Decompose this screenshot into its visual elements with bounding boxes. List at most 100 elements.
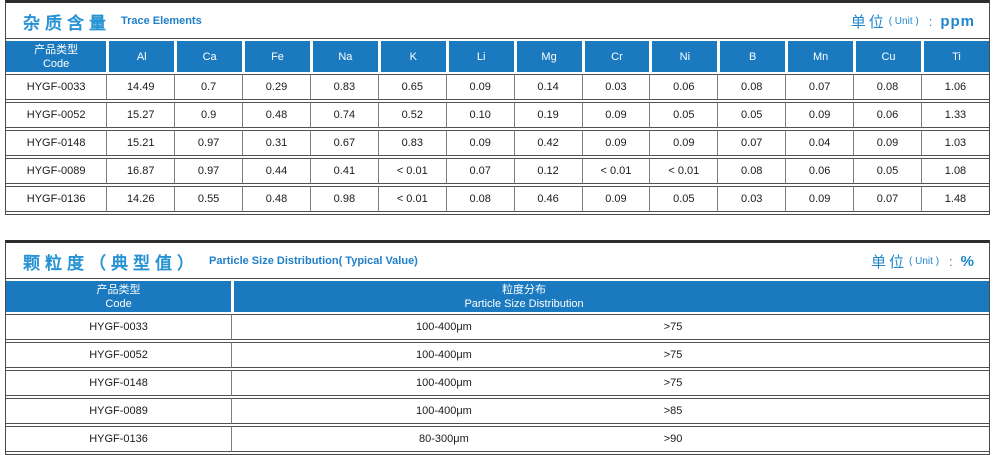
- element-value-cell: 0.09: [581, 102, 650, 128]
- element-value-cell: 0.9: [174, 102, 243, 128]
- size-range-cell: 100-400μm: [231, 398, 656, 424]
- element-value-cell: 0.04: [785, 130, 854, 156]
- particle-size-table: 产品类型 Code 粒度分布 Particle Size Distributio…: [6, 279, 989, 454]
- product-code-cell: HYGF-0148: [6, 370, 232, 396]
- element-value-cell: 0.09: [581, 130, 650, 156]
- code-column-header: 产品类型 Code: [6, 281, 232, 312]
- dist-header-en: Particle Size Distribution: [464, 297, 584, 310]
- element-value-cell: 0.97: [174, 130, 243, 156]
- element-value-cell: 0.98: [309, 186, 378, 212]
- particle-table-row: HYGF-0136 80-300μm >90: [6, 426, 989, 452]
- element-value-cell: 0.09: [445, 74, 514, 100]
- element-column-header: Ca: [174, 41, 243, 72]
- dist-header-zh: 粒度分布: [502, 283, 547, 296]
- element-value-cell: 0.74: [309, 102, 378, 128]
- element-value-cell: 0.7: [174, 74, 243, 100]
- element-value-cell: 0.05: [717, 102, 786, 128]
- particle-title-bar: 颗粒度（典型值） Particle Size Distribution( Typ…: [6, 243, 989, 279]
- element-value-cell: 1.08: [920, 158, 989, 184]
- percentage-cell: >85: [655, 398, 989, 424]
- element-value-cell: 0.09: [785, 186, 854, 212]
- percentage-cell: >75: [655, 314, 989, 340]
- size-range-cell: 80-300μm: [231, 426, 656, 452]
- element-value-cell: 1.06: [920, 74, 989, 100]
- trace-table-row: HYGF-0136 14.26 0.55 0.48 0.98 < 0.01 0.08 0.46…: [6, 186, 989, 212]
- code-header-en: Code: [105, 297, 132, 310]
- particle-table-row: HYGF-0052 100-400μm >75: [6, 342, 989, 368]
- element-value-cell: 0.12: [513, 158, 582, 184]
- element-column-header: Cu: [853, 41, 921, 72]
- element-value-cell: 0.03: [581, 74, 650, 100]
- unit-label-en: ( Unit ): [888, 15, 919, 27]
- element-value-cell: 0.08: [717, 158, 786, 184]
- element-column-header: Na: [309, 41, 378, 72]
- product-code-cell: HYGF-0136: [6, 186, 107, 212]
- product-code-cell: HYGF-0148: [6, 130, 107, 156]
- element-value-cell: < 0.01: [649, 158, 718, 184]
- element-column-header: B: [717, 41, 786, 72]
- trace-unit: 单位 ( Unit ) : ppm: [851, 11, 975, 32]
- element-value-cell: 0.03: [717, 186, 786, 212]
- element-value-cell: 0.09: [785, 102, 854, 128]
- trace-elements-table: 产品类型 Code Al Ca Fe Na K Li Mg Cr Ni B Mn…: [6, 39, 989, 214]
- unit-label-zh: 单位: [871, 253, 908, 271]
- element-value-cell: 0.14: [513, 74, 582, 100]
- element-value-cell: 0.06: [853, 102, 921, 128]
- code-column-header: 产品类型 Code: [6, 41, 107, 72]
- element-value-cell: 0.97: [174, 158, 243, 184]
- product-code-cell: HYGF-0136: [6, 426, 232, 452]
- element-column-header: Cr: [581, 41, 650, 72]
- product-code-cell: HYGF-0033: [6, 314, 232, 340]
- element-value-cell: 0.05: [649, 102, 718, 128]
- code-header-zh: 产品类型: [34, 43, 79, 56]
- element-value-cell: 0.67: [309, 130, 378, 156]
- size-range-cell: 100-400μm: [231, 342, 656, 368]
- element-column-header: Li: [445, 41, 514, 72]
- element-value-cell: 0.83: [377, 130, 446, 156]
- element-value-cell: 0.65: [377, 74, 446, 100]
- element-value-cell: 0.48: [242, 102, 310, 128]
- unit-colon: :: [949, 253, 953, 269]
- element-value-cell: 0.08: [445, 186, 514, 212]
- element-value-cell: 16.87: [106, 158, 175, 184]
- element-value-cell: 0.08: [717, 74, 786, 100]
- element-value-cell: 0.83: [309, 74, 378, 100]
- particle-table-row: HYGF-0033 100-400μm >75: [6, 314, 989, 340]
- unit-value: %: [960, 252, 975, 270]
- element-value-cell: 0.06: [649, 74, 718, 100]
- element-value-cell: 15.27: [106, 102, 175, 128]
- element-value-cell: 0.07: [785, 74, 854, 100]
- product-code-cell: HYGF-0033: [6, 74, 107, 100]
- element-value-cell: 1.33: [920, 102, 989, 128]
- particle-title-zh: 颗粒度（典型值）: [23, 253, 199, 273]
- trace-title-zh: 杂质含量: [23, 13, 111, 33]
- product-code-cell: HYGF-0052: [6, 342, 232, 368]
- element-value-cell: 0.05: [649, 186, 718, 212]
- trace-table-row: HYGF-0148 15.21 0.97 0.31 0.67 0.83 0.09 0.42 0.…: [6, 130, 989, 156]
- product-code-cell: HYGF-0089: [6, 158, 107, 184]
- product-code-cell: HYGF-0089: [6, 398, 232, 424]
- element-value-cell: 1.48: [920, 186, 989, 212]
- trace-table-row: HYGF-0052 15.27 0.9 0.48 0.74 0.52 0.10 0.19 0.0…: [6, 102, 989, 128]
- element-value-cell: 0.52: [377, 102, 446, 128]
- unit-value: ppm: [940, 12, 975, 30]
- element-value-cell: 0.08: [853, 74, 921, 100]
- element-column-header: Fe: [242, 41, 310, 72]
- trace-table-row: HYGF-0033 14.49 0.7 0.29 0.83 0.65 0.09 0.14 0.0…: [6, 74, 989, 100]
- code-header-zh: 产品类型: [96, 283, 141, 296]
- particle-header-row: 产品类型 Code 粒度分布 Particle Size Distributio…: [6, 281, 989, 312]
- element-value-cell: < 0.01: [377, 158, 446, 184]
- particle-size-panel: 颗粒度（典型值） Particle Size Distribution( Typ…: [5, 240, 990, 455]
- element-value-cell: 15.21: [106, 130, 175, 156]
- element-value-cell: 0.48: [242, 186, 310, 212]
- element-value-cell: 0.09: [649, 130, 718, 156]
- particle-unit: 单位 ( Unit ) : %: [871, 251, 975, 272]
- percentage-cell: >90: [655, 426, 989, 452]
- element-value-cell: 0.55: [174, 186, 243, 212]
- percentage-cell: >75: [655, 342, 989, 368]
- percentage-cell: >75: [655, 370, 989, 396]
- trace-table-row: HYGF-0089 16.87 0.97 0.44 0.41 < 0.01 0.07 0.12…: [6, 158, 989, 184]
- element-value-cell: 0.19: [513, 102, 582, 128]
- trace-title-en: Trace Elements: [121, 15, 202, 27]
- element-value-cell: 14.26: [106, 186, 175, 212]
